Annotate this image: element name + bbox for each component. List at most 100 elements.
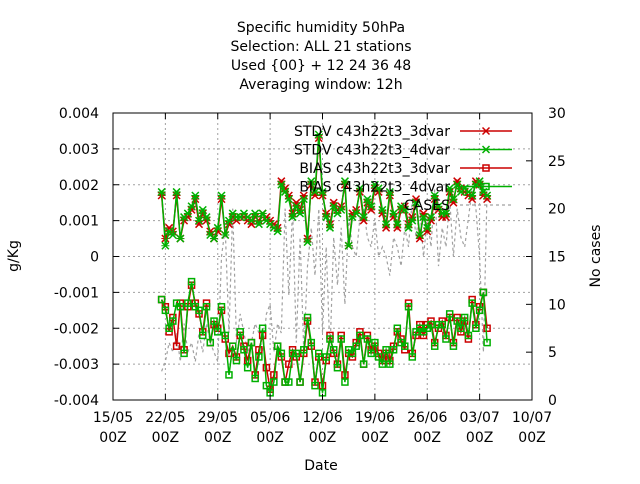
data-point xyxy=(296,378,304,386)
data-point xyxy=(217,302,226,311)
data-point xyxy=(481,126,491,136)
data-point xyxy=(378,360,387,368)
series-group xyxy=(157,130,492,397)
series-3 xyxy=(157,277,491,397)
data-point xyxy=(161,241,170,250)
data-point xyxy=(270,378,278,386)
data-point xyxy=(187,277,196,286)
data-point xyxy=(329,202,338,211)
data-point xyxy=(445,184,454,193)
data-point xyxy=(393,220,402,229)
data-point xyxy=(453,317,461,325)
data-point xyxy=(430,342,439,350)
data-point xyxy=(371,338,379,347)
data-point xyxy=(386,360,394,368)
data-point xyxy=(404,223,413,232)
data-point xyxy=(206,338,215,347)
data-point xyxy=(157,187,166,196)
data-point xyxy=(303,313,312,322)
data-point xyxy=(479,288,488,297)
series-line xyxy=(160,134,488,246)
data-point xyxy=(401,342,409,350)
data-point xyxy=(307,177,316,186)
data-point xyxy=(195,306,203,315)
data-point xyxy=(255,353,263,361)
data-point xyxy=(483,324,491,332)
data-point xyxy=(300,346,308,354)
data-point xyxy=(284,195,293,204)
legend-label: CASES xyxy=(404,198,450,214)
x-tick-label: 03/07 xyxy=(459,410,499,426)
data-point xyxy=(180,349,188,358)
data-point xyxy=(303,238,312,247)
data-point xyxy=(333,363,342,372)
data-point xyxy=(355,184,364,193)
data-point xyxy=(367,202,376,211)
data-point xyxy=(288,213,297,222)
data-point xyxy=(198,205,207,214)
y-tick-label: -0.002 xyxy=(54,321,99,337)
data-point xyxy=(389,209,398,218)
data-point xyxy=(262,363,271,372)
x-tick-label-hour: 00Z xyxy=(256,430,283,446)
y-tick-label: -0.004 xyxy=(54,393,99,409)
y-tick-label: 0.001 xyxy=(59,214,99,230)
data-point xyxy=(236,328,244,336)
data-point xyxy=(363,195,372,204)
chart-title: Specific humidity 50hPa Selection: ALL 21… xyxy=(230,20,411,93)
data-point xyxy=(210,317,218,325)
y2-tick-label: 10 xyxy=(548,297,566,313)
data-point xyxy=(475,306,484,315)
data-point xyxy=(426,213,436,222)
data-point xyxy=(460,313,469,322)
data-point xyxy=(195,216,204,225)
series-1 xyxy=(157,130,492,250)
data-point xyxy=(411,198,421,207)
y-tick-label: -0.001 xyxy=(54,285,99,301)
data-point xyxy=(475,177,484,186)
data-point xyxy=(228,342,237,350)
data-point xyxy=(172,187,181,196)
data-point xyxy=(199,331,207,340)
x-tick-label: 10/07 xyxy=(512,410,552,426)
y-axis-label: g/Kg xyxy=(6,240,22,272)
data-point xyxy=(292,349,301,358)
data-point xyxy=(348,349,357,358)
data-point xyxy=(483,338,491,347)
title-line: Specific humidity 50hPa xyxy=(237,20,405,36)
data-point xyxy=(225,371,233,379)
data-point xyxy=(363,335,372,343)
data-point xyxy=(285,378,293,386)
x-tick-label-hour: 00Z xyxy=(414,430,441,446)
data-point xyxy=(378,205,387,214)
data-point xyxy=(449,342,458,350)
data-point xyxy=(299,195,308,204)
data-point xyxy=(221,331,229,340)
data-point xyxy=(157,295,166,304)
data-point xyxy=(322,213,331,222)
data-point xyxy=(243,363,252,372)
x-tick-label: 22/05 xyxy=(145,410,185,426)
x-tick-label: 19/06 xyxy=(355,410,395,426)
data-point xyxy=(273,342,282,350)
data-point xyxy=(415,230,424,240)
data-point xyxy=(217,191,226,200)
data-point xyxy=(277,180,286,189)
data-point xyxy=(352,342,360,350)
data-point xyxy=(183,209,192,218)
data-point xyxy=(449,195,458,204)
data-point xyxy=(232,356,241,365)
data-point xyxy=(442,335,450,343)
y2-tick-label: 5 xyxy=(548,345,557,361)
x-tick-label: 15/05 xyxy=(93,410,133,426)
data-point xyxy=(254,220,263,229)
legend-label: BIAS c43h22t3_4dvar xyxy=(299,180,450,196)
data-point xyxy=(367,349,375,358)
data-point xyxy=(389,346,398,354)
data-point xyxy=(161,306,170,315)
data-point xyxy=(408,353,417,361)
data-point xyxy=(165,324,173,332)
data-point xyxy=(209,234,219,243)
